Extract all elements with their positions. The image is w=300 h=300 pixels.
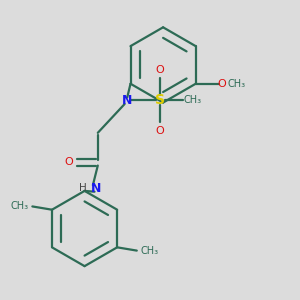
- Text: CH₃: CH₃: [10, 201, 28, 212]
- Text: CH₃: CH₃: [184, 95, 202, 105]
- Text: CH₃: CH₃: [141, 246, 159, 256]
- Text: H: H: [79, 183, 87, 194]
- Text: O: O: [156, 125, 164, 136]
- Text: O: O: [218, 79, 226, 89]
- Text: N: N: [91, 182, 101, 195]
- Text: O: O: [156, 65, 164, 75]
- Text: CH₃: CH₃: [227, 79, 246, 89]
- Text: O: O: [64, 157, 74, 167]
- Text: S: S: [155, 93, 165, 107]
- Text: N: N: [122, 94, 132, 106]
